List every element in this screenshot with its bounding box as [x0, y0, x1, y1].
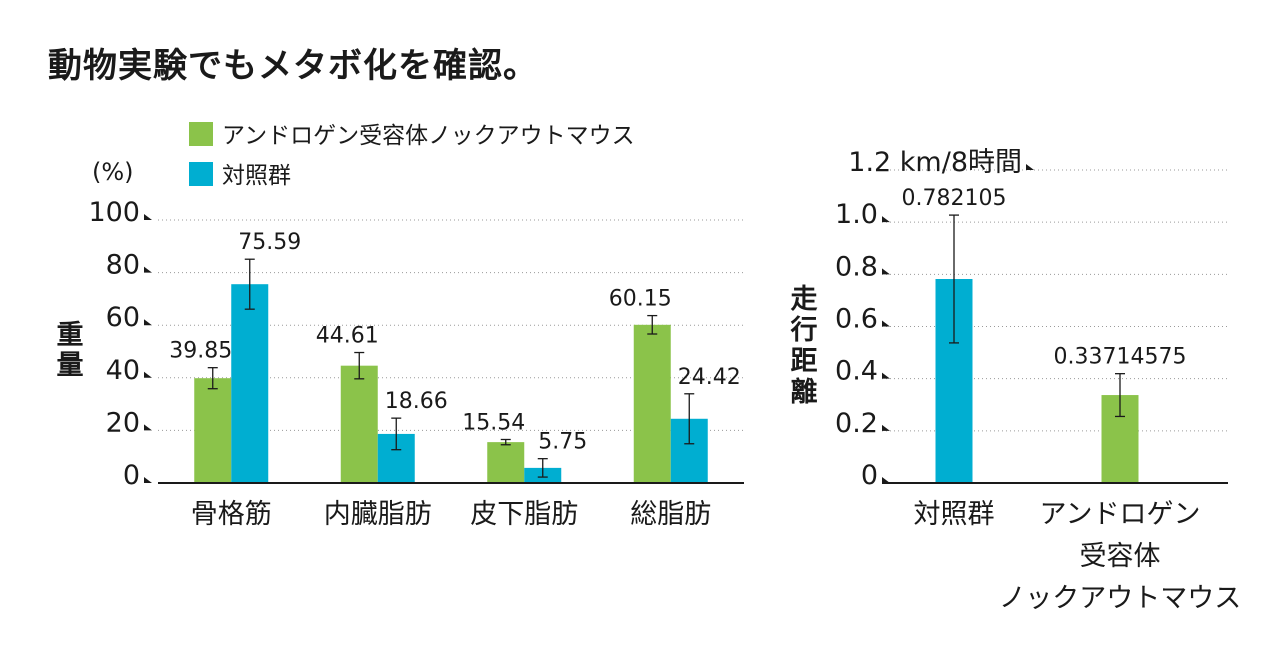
legend-label-2: 対照群 [222, 163, 291, 189]
y-tick-mark [882, 477, 890, 483]
y-tick-label: 1.2 km/8時間 [848, 147, 1022, 178]
y-tick-label: 0.6 [835, 304, 878, 335]
data-label: 39.85 [169, 339, 232, 364]
bar-ar-ko-2 [340, 365, 378, 483]
bar-ar-ko-1 [194, 378, 232, 483]
x-category-label: アンドロゲン [1040, 499, 1201, 530]
y-tick-mark [882, 424, 890, 431]
x-category-label: 内臓脂肪 [324, 499, 432, 530]
data-label: 24.42 [678, 365, 741, 390]
y-unit-label: (%) [92, 158, 134, 186]
y-tick-mark [882, 216, 890, 223]
y-tick-label: 0 [861, 460, 878, 491]
data-label: 75.59 [238, 230, 301, 255]
x-category-label: 総脂肪 [630, 499, 711, 530]
legend-swatch-1 [189, 122, 213, 146]
y-tick-label: 100 [88, 197, 140, 228]
y-axis-title-char: 走 [791, 284, 818, 315]
x-category-label: 受容体 [1080, 541, 1161, 572]
data-label: 0.782105 [902, 186, 1007, 211]
y-tick-label: 0 [123, 460, 140, 491]
y-tick-mark [882, 372, 890, 379]
y-tick-label: 60 [106, 302, 140, 333]
y-axis-title-char: 離 [791, 376, 818, 408]
data-label: 5.75 [538, 430, 587, 455]
y-tick-label: 0.2 [835, 408, 878, 439]
bar-ar-ko-4 [633, 324, 671, 483]
y-tick-mark [144, 214, 152, 220]
y-tick-label: 40 [106, 355, 140, 386]
bar-ar-ko-3 [487, 442, 525, 483]
legend-label-1: アンドロゲン受容体ノックアウトマウス [222, 123, 635, 149]
data-label: 15.54 [462, 410, 525, 435]
data-label: 60.15 [609, 287, 672, 312]
y-axis-title-char: 量 [57, 350, 84, 381]
x-category-label: ノックアウトマウス [999, 583, 1241, 614]
data-label: 18.66 [385, 389, 448, 414]
y-tick-mark [144, 477, 152, 483]
data-label: 44.61 [316, 324, 379, 349]
y-tick-mark [144, 424, 152, 431]
y-tick-label: 0.4 [835, 356, 878, 387]
y-tick-mark [882, 268, 890, 275]
y-tick-label: 0.8 [835, 251, 878, 282]
bar-control-1 [231, 284, 269, 483]
legend-swatch-2 [189, 162, 213, 186]
data-label: 0.33714575 [1054, 345, 1187, 370]
y-axis-title-char: 行 [790, 314, 818, 346]
y-tick-mark [144, 266, 152, 273]
y-tick-label: 1.0 [835, 199, 878, 230]
y-tick-mark [144, 319, 152, 326]
y-axis-title-char: 重 [57, 320, 84, 351]
page-title: 動物実験でもメタボ化を確認。 [48, 46, 538, 86]
y-tick-mark [144, 371, 152, 378]
x-category-label: 皮下脂肪 [470, 499, 578, 530]
y-tick-label: 20 [106, 407, 140, 438]
y-axis-title-char: 距 [791, 346, 818, 377]
x-category-label: 骨格筋 [191, 499, 272, 530]
y-tick-mark [882, 320, 890, 327]
y-tick-label: 80 [106, 250, 140, 281]
y-tick-mark [1026, 164, 1034, 170]
x-category-label: 対照群 [914, 499, 995, 530]
